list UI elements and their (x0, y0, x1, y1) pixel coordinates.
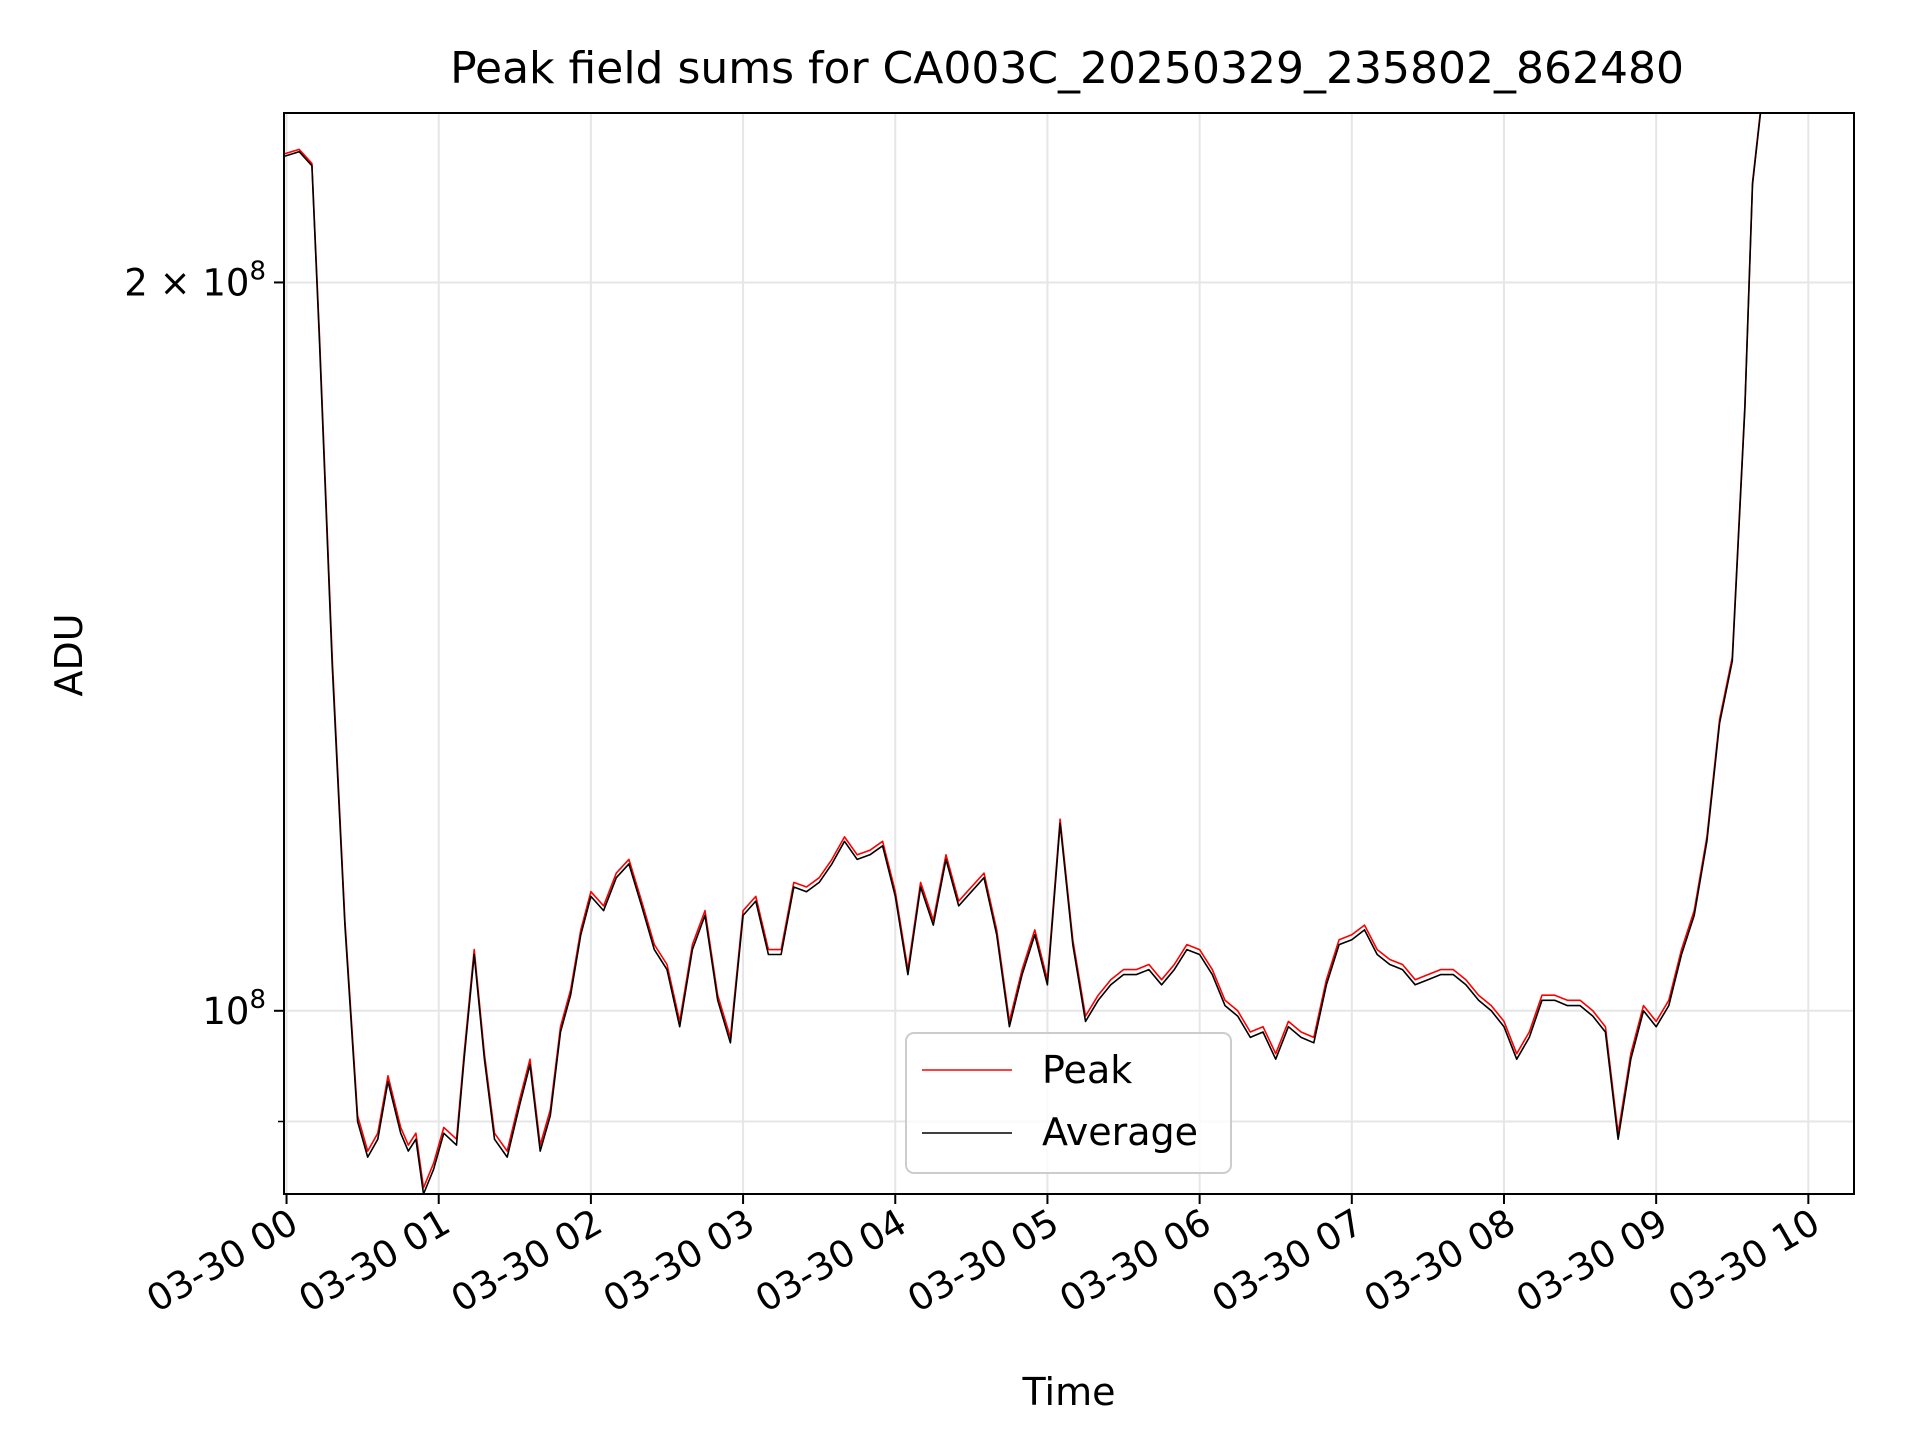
series-line-average (284, 113, 1762, 1194)
chart-title: Peak field sums for CA003C_20250329_2358… (450, 43, 1684, 94)
y-tick-label: 2 × 108 (124, 256, 266, 304)
legend-average-label: Average (1042, 1110, 1198, 1154)
series-lines (284, 113, 1762, 1194)
x-axis-label: Time (1022, 1370, 1116, 1414)
legend: Peak Average (905, 1032, 1232, 1174)
legend-box (905, 1032, 1232, 1174)
y-axis: 2 × 108 108 (124, 256, 284, 1123)
plot-frame (283, 112, 1855, 1195)
legend-peak-label: Peak (1042, 1048, 1132, 1092)
series-line-peak (284, 113, 1762, 1189)
y-tick-label: 108 (202, 985, 266, 1033)
y-axis-label: ADU (47, 613, 91, 696)
